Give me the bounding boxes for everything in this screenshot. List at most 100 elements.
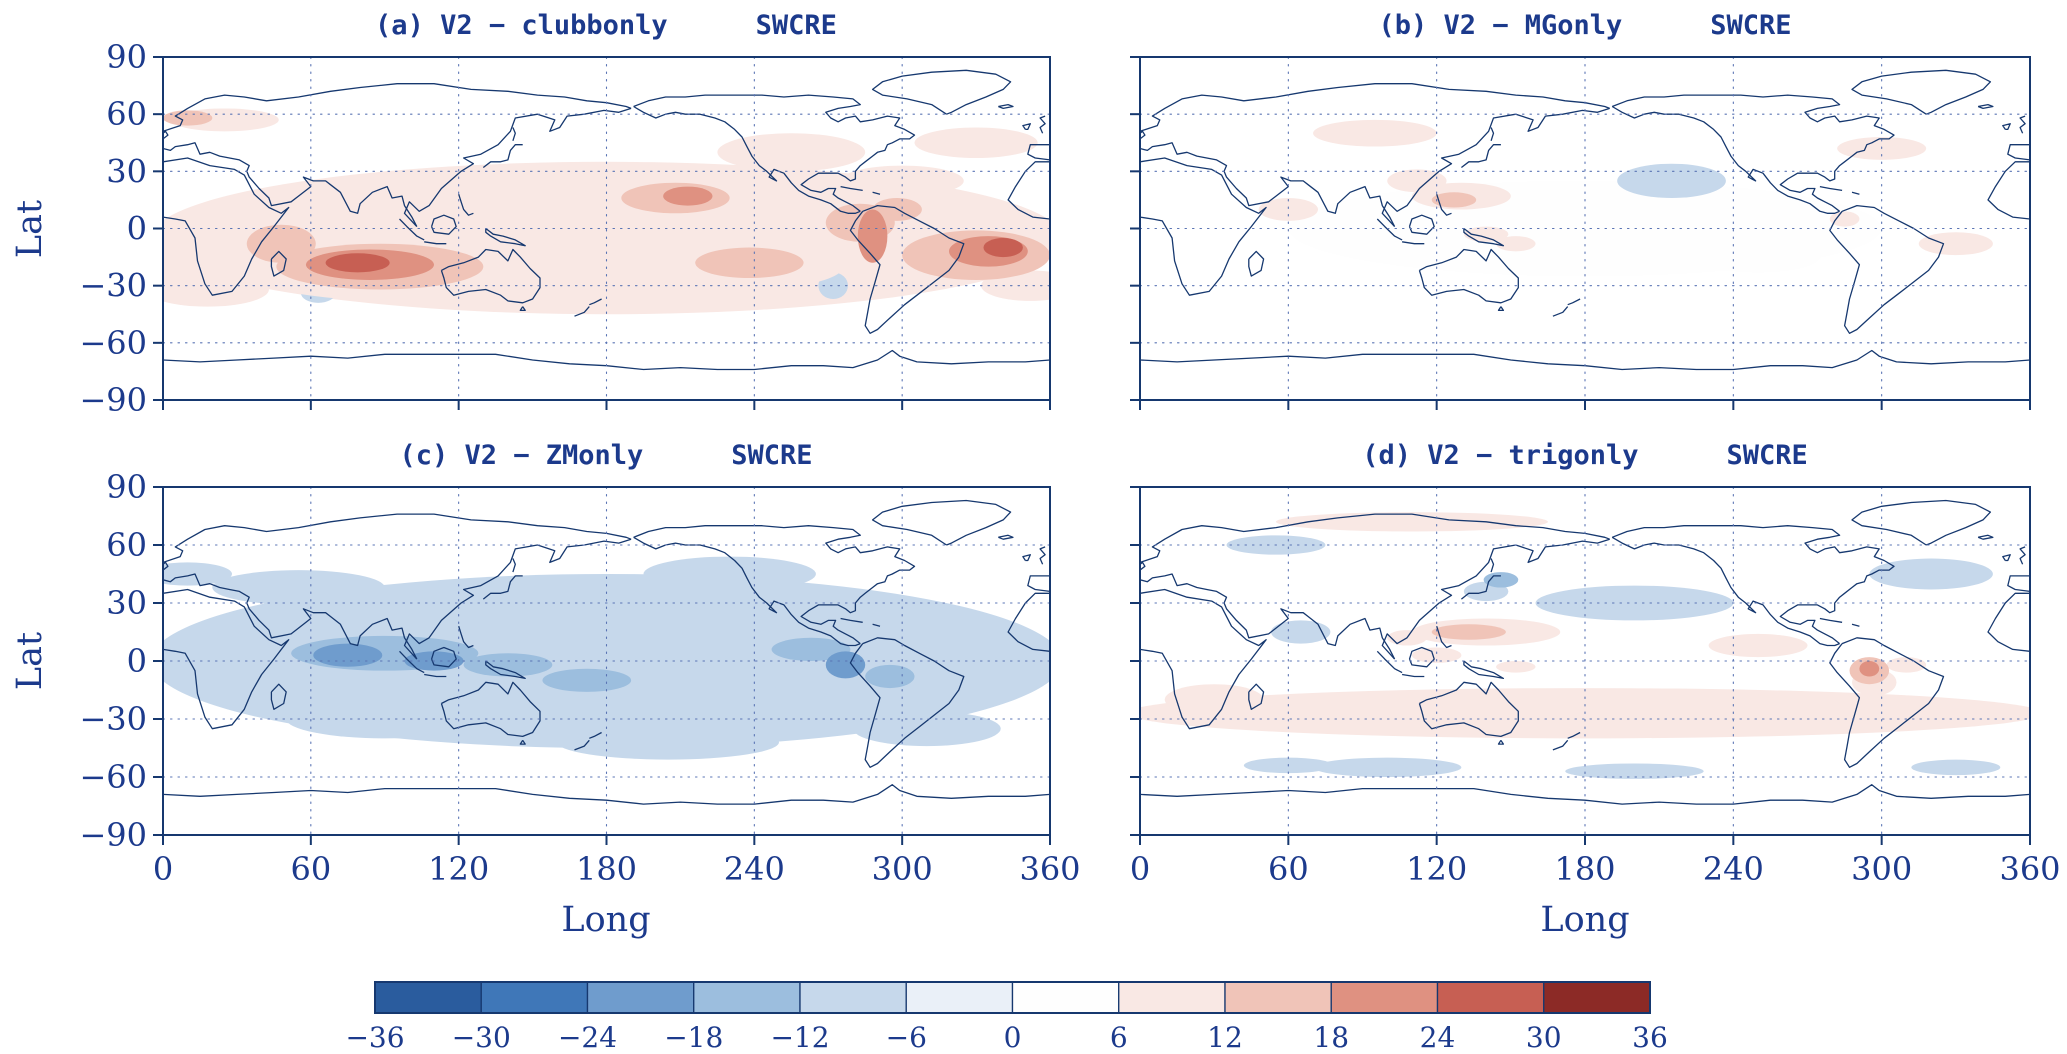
panel-d-subtitle: SWCRE <box>1726 440 1808 471</box>
anomaly-blob <box>825 651 866 679</box>
colorbar-segment <box>1330 981 1439 1014</box>
coastline-path <box>840 617 863 623</box>
anomaly-blob <box>1869 558 1993 590</box>
anomaly-blob <box>643 556 816 592</box>
ytick-label: 30 <box>106 584 147 622</box>
anomaly-blob <box>771 637 851 662</box>
ytick-label: 60 <box>106 526 147 564</box>
colorbar-tick-label: 6 <box>1110 1021 1128 1054</box>
graticule <box>162 486 1051 836</box>
coastline-path <box>1248 683 1265 710</box>
panel-a-map: 90 60 30 0 −30 −60 −90 <box>79 38 1051 419</box>
panel-d-map: 0 60 120 180 240 300 360 <box>1130 486 2061 888</box>
coastline-path <box>1829 204 1945 334</box>
coastline-path <box>589 731 602 739</box>
anomaly-blob <box>397 587 521 619</box>
coastline-path <box>1381 538 1610 660</box>
anomaly-field <box>163 556 1050 760</box>
coastline-path <box>633 536 861 647</box>
panel-b-subtitle: SWCRE <box>1710 10 1792 41</box>
coastline-path <box>1552 739 1569 751</box>
ytick-label: 30 <box>106 152 147 190</box>
coastline-path <box>871 69 1012 115</box>
coastline-path <box>1819 185 1843 192</box>
colorbar-segment <box>374 981 482 1014</box>
coastline-path <box>403 538 632 660</box>
coastline-path <box>633 105 861 214</box>
coastline-path <box>1436 626 1452 649</box>
colorbar-tick-label: −6 <box>886 1021 927 1054</box>
panel-b-title: (b) V2 − MGonly SWCRE <box>1378 10 1791 41</box>
coastline-path <box>163 784 1050 805</box>
coastline-path <box>2019 546 2026 565</box>
coastline-path <box>1007 161 1050 220</box>
coastline-path <box>1463 660 1505 680</box>
coastline-path <box>163 83 632 132</box>
coastline-path <box>430 646 457 668</box>
anomaly-field <box>1258 119 1993 277</box>
coastline-path <box>270 250 287 277</box>
coastline-path <box>1829 637 1945 768</box>
ytick-label: 90 <box>106 468 147 506</box>
coastline-path <box>485 660 526 680</box>
coastline-path <box>1140 573 1396 660</box>
coastline-path <box>163 513 632 564</box>
xtick-label: 300 <box>872 850 933 888</box>
anomaly-blob <box>1164 684 1264 716</box>
coastline-path <box>512 127 516 141</box>
colorbar-segment <box>1436 981 1545 1014</box>
coastline-path <box>1140 83 1610 132</box>
panel-d-title: (d) V2 − trigonly SWCRE <box>1362 440 1808 471</box>
panel-d-title-text: (d) V2 − trigonly <box>1362 440 1639 471</box>
coastline-path <box>1140 784 2030 805</box>
coastline-path <box>1401 673 1425 678</box>
panel-a-title-text: (a) V2 − clubbonly <box>375 10 668 41</box>
anomaly-field <box>163 108 1050 315</box>
anomaly-blob <box>542 668 632 692</box>
coastlines <box>1140 69 2030 371</box>
coastline-path <box>1140 349 2030 371</box>
coastline-path <box>1490 558 1495 573</box>
axis-ticks <box>153 56 1051 410</box>
coastline-path <box>424 673 447 678</box>
coastline-path <box>1851 191 1860 195</box>
coastline-path <box>1851 499 1992 546</box>
coastline-path <box>458 626 474 649</box>
coastline-path <box>424 241 447 245</box>
xtick-label: 120 <box>1406 850 1467 888</box>
xtick-label: 180 <box>1554 850 1615 888</box>
coastline-path <box>2019 115 2026 134</box>
coastline-path <box>849 204 965 334</box>
xtick-label: 360 <box>1999 850 2060 888</box>
anomaly-blob <box>1463 226 1509 242</box>
coastline-path <box>1497 739 1505 745</box>
ytick-label: −90 <box>79 816 147 854</box>
coastline-path <box>1460 575 1501 600</box>
coastline-path <box>1987 592 2030 652</box>
anomaly-blob <box>1313 119 1437 147</box>
panel-c-title-text: (c) V2 − ZMonly <box>399 440 644 471</box>
coastline-path <box>574 306 590 317</box>
graticule <box>1139 56 2031 401</box>
colorbar-tick-label: −18 <box>664 1021 723 1054</box>
panel-c-title: (c) V2 − ZMonly SWCRE <box>399 440 812 471</box>
anomaly-blob <box>212 570 385 605</box>
graticule <box>1139 486 2031 836</box>
coastline-path <box>2007 575 2030 593</box>
coastline-path <box>633 94 916 212</box>
anomaly-blob <box>1918 232 1993 256</box>
coastline-path <box>1851 69 1992 115</box>
anomaly-blob <box>852 711 1001 747</box>
colorbar-segment <box>480 981 589 1014</box>
coastline-path <box>1987 161 2030 220</box>
axis-ticks <box>1130 486 2031 845</box>
xtick-label: 240 <box>724 850 785 888</box>
coastline-path <box>1140 561 1146 571</box>
anomaly-blob <box>167 641 257 681</box>
colorbar-segment <box>1543 981 1651 1014</box>
coastline-path <box>1977 534 1994 540</box>
coastline-path <box>1140 157 1267 296</box>
anomaly-blob <box>914 127 1038 158</box>
coastline-path <box>1007 592 1050 652</box>
coastlines <box>163 499 1050 805</box>
